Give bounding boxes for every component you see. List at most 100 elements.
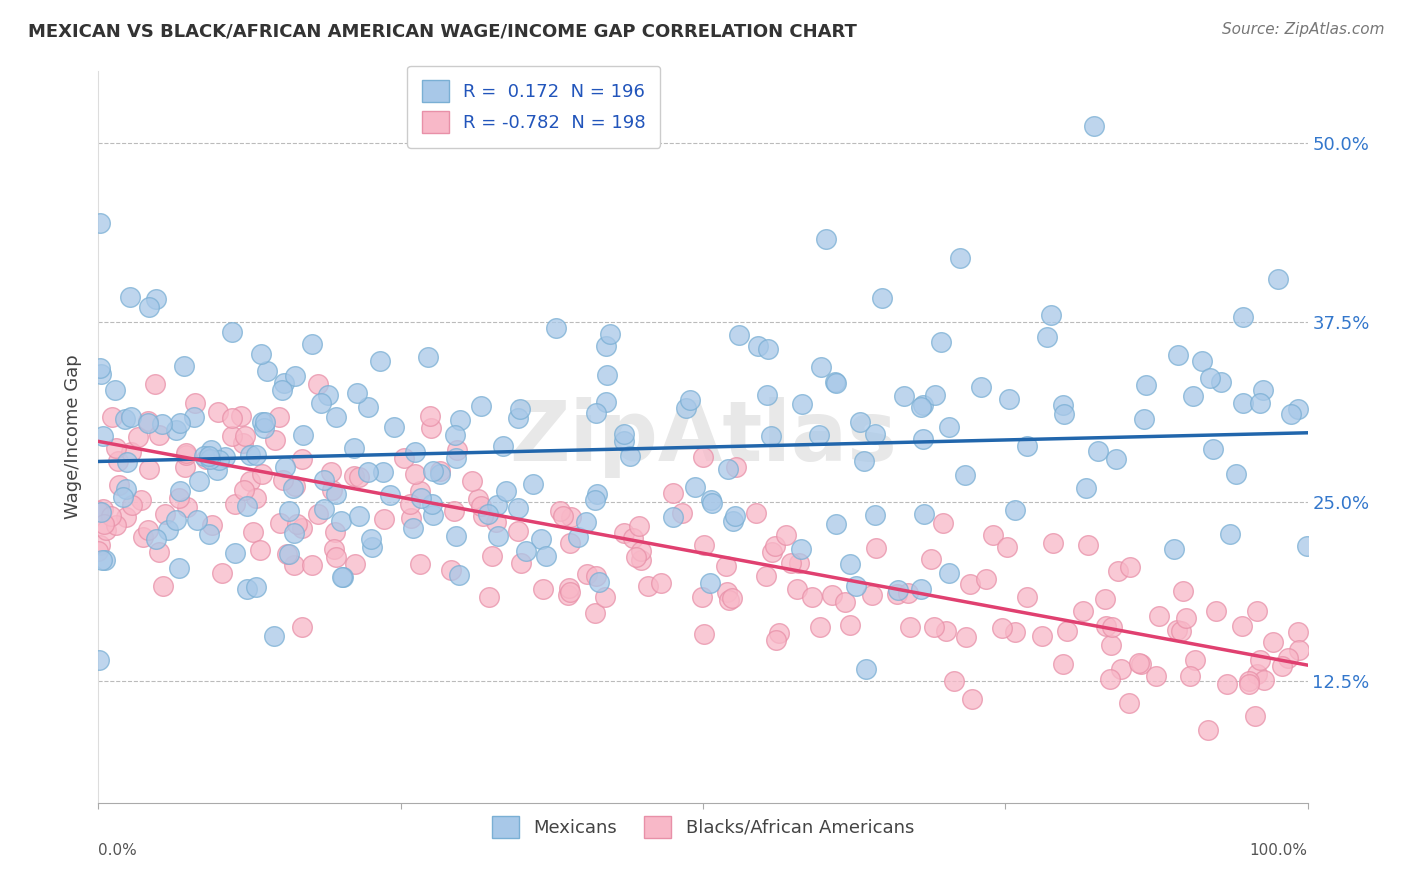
- Point: [205, 462, 228, 476]
- Point: [485, 499, 508, 513]
- Point: [221, 428, 243, 442]
- Point: [852, 454, 875, 468]
- Point: [89, 538, 111, 552]
- Point: [346, 385, 368, 400]
- Point: [1036, 329, 1059, 343]
- Point: [429, 465, 451, 479]
- Point: [775, 528, 797, 542]
- Point: [630, 553, 652, 567]
- Point: [195, 452, 218, 467]
- Point: [548, 504, 571, 518]
- Point: [492, 439, 515, 453]
- Point: [613, 426, 636, 441]
- Point: [357, 401, 380, 415]
- Point: [558, 581, 581, 595]
- Point: [478, 590, 501, 604]
- Point: [253, 421, 276, 435]
- Point: [1219, 527, 1241, 541]
- Point: [1129, 657, 1152, 672]
- Point: [89, 216, 111, 230]
- Point: [174, 460, 197, 475]
- Point: [675, 401, 697, 415]
- Point: [1052, 398, 1074, 412]
- Point: [745, 506, 768, 520]
- Point: [87, 543, 110, 558]
- Point: [1246, 667, 1268, 681]
- Point: [693, 627, 716, 641]
- Point: [865, 541, 887, 555]
- Point: [167, 561, 190, 575]
- Point: [1170, 624, 1192, 639]
- Point: [420, 421, 443, 435]
- Point: [321, 465, 343, 479]
- Point: [96, 524, 118, 538]
- Point: [1230, 619, 1253, 633]
- Point: [93, 502, 115, 516]
- Point: [1118, 696, 1140, 710]
- Point: [1083, 119, 1105, 133]
- Point: [789, 557, 811, 571]
- Point: [863, 508, 886, 522]
- Point: [920, 552, 942, 566]
- Point: [824, 375, 846, 389]
- Point: [198, 527, 221, 541]
- Point: [953, 468, 976, 483]
- Point: [325, 409, 347, 424]
- Point: [90, 368, 112, 382]
- Point: [637, 579, 659, 593]
- Point: [188, 474, 211, 488]
- Point: [886, 587, 908, 601]
- Point: [481, 549, 503, 563]
- Point: [593, 591, 616, 605]
- Point: [662, 510, 685, 524]
- Point: [1135, 378, 1157, 392]
- Point: [120, 410, 142, 425]
- Point: [90, 505, 112, 519]
- Point: [714, 558, 737, 573]
- Point: [233, 429, 256, 443]
- Point: [1017, 590, 1039, 604]
- Point: [104, 384, 127, 398]
- Point: [420, 497, 443, 511]
- Point: [276, 547, 298, 561]
- Point: [105, 517, 128, 532]
- Point: [263, 629, 285, 643]
- Point: [1087, 444, 1109, 458]
- Point: [399, 498, 422, 512]
- Point: [747, 339, 769, 353]
- Point: [1286, 625, 1309, 640]
- Point: [679, 392, 702, 407]
- Point: [118, 290, 141, 304]
- Point: [485, 516, 508, 530]
- Point: [104, 441, 127, 455]
- Text: 0.0%: 0.0%: [98, 843, 138, 858]
- Point: [1246, 604, 1268, 618]
- Point: [924, 388, 946, 402]
- Point: [938, 566, 960, 580]
- Point: [1267, 272, 1289, 286]
- Point: [229, 409, 252, 424]
- Point: [283, 558, 305, 572]
- Point: [1042, 535, 1064, 549]
- Point: [943, 674, 966, 689]
- Point: [912, 432, 935, 446]
- Point: [1004, 503, 1026, 517]
- Point: [1017, 439, 1039, 453]
- Point: [87, 653, 110, 667]
- Point: [193, 449, 215, 463]
- Point: [536, 549, 558, 564]
- Point: [974, 573, 997, 587]
- Point: [599, 327, 621, 342]
- Point: [446, 451, 468, 466]
- Point: [922, 620, 945, 634]
- Point: [207, 405, 229, 419]
- Point: [1184, 653, 1206, 667]
- Point: [307, 507, 329, 521]
- Point: [325, 487, 347, 501]
- Point: [291, 520, 314, 534]
- Point: [152, 579, 174, 593]
- Point: [721, 591, 744, 605]
- Point: [477, 507, 499, 521]
- Point: [429, 467, 451, 481]
- Point: [211, 566, 233, 580]
